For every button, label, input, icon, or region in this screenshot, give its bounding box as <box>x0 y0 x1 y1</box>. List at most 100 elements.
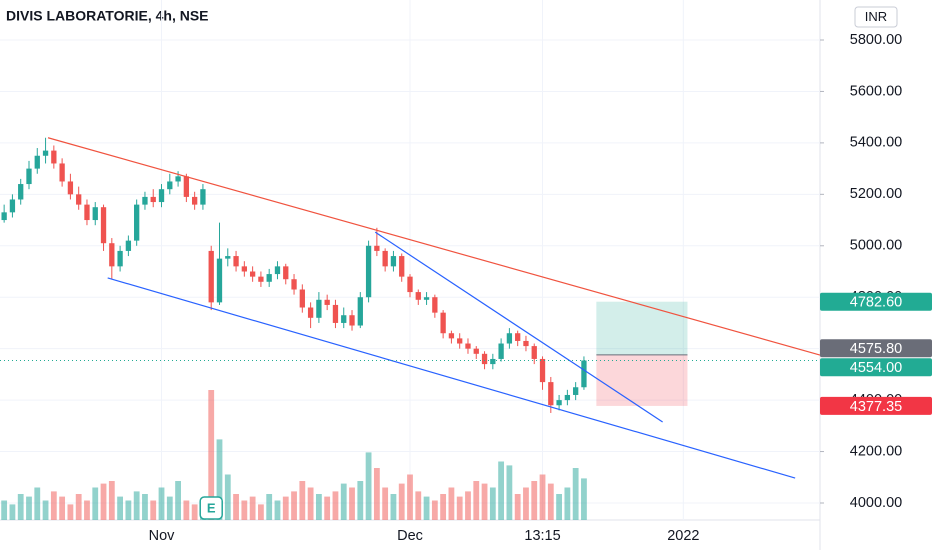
candle-body <box>92 207 98 221</box>
currency-label[interactable]: INR <box>865 9 887 24</box>
volume-bar <box>233 494 239 520</box>
chart-title: DIVIS LABORATORIE, 4h, NSE <box>6 8 209 24</box>
target-zone <box>596 301 688 355</box>
candle-body <box>191 196 198 205</box>
volume-bar <box>42 500 49 520</box>
volume-bar <box>382 487 389 520</box>
x-tick-label: Nov <box>149 528 176 544</box>
candle-body <box>175 176 181 182</box>
candle-body <box>581 360 587 388</box>
candle-body <box>390 256 397 267</box>
candle-body <box>573 387 579 395</box>
candle-body <box>399 256 405 277</box>
volume-bar <box>241 500 248 520</box>
y-tick-label: 5000.00 <box>850 238 902 254</box>
volume-bar <box>117 496 123 520</box>
price-badge <box>820 396 932 415</box>
volume-bar <box>92 487 99 520</box>
volume-bar <box>357 481 364 520</box>
candle-body <box>382 250 388 267</box>
volume-bar <box>59 496 66 520</box>
candle-body <box>332 304 339 323</box>
candle-body <box>531 346 537 359</box>
volume-bar <box>365 452 372 520</box>
volume-bar <box>498 461 505 520</box>
candle-body <box>448 333 455 339</box>
price-badge <box>820 292 932 311</box>
candle-body <box>564 394 571 401</box>
trendline <box>107 277 796 479</box>
volume-bar <box>423 496 430 520</box>
y-tick-label: 5600.00 <box>850 83 902 99</box>
x-tick-label: Dec <box>397 528 423 544</box>
volume-bar <box>191 504 198 520</box>
candle-body <box>117 250 123 267</box>
candle-body <box>291 279 297 290</box>
candle-body <box>42 150 49 156</box>
volume-bar <box>108 481 115 520</box>
volume-bar <box>539 474 546 520</box>
candle-body <box>51 150 57 164</box>
y-tick-label: 5800.00 <box>850 32 902 48</box>
volume-bar <box>448 487 455 520</box>
candle-body <box>515 333 521 341</box>
candle-body <box>225 256 231 259</box>
candle-body <box>158 189 165 203</box>
candle-body <box>274 266 281 275</box>
volume-bar <box>572 468 579 520</box>
candle-body <box>432 297 438 313</box>
x-tick-label: 13:15 <box>524 528 560 544</box>
candle-body <box>200 189 206 205</box>
candle-body <box>26 168 32 185</box>
volume-bar <box>158 487 165 520</box>
volume-bar <box>142 494 148 520</box>
volume-bar <box>324 496 331 520</box>
price-badge <box>820 339 932 358</box>
volume-bar <box>84 500 90 520</box>
volume-bar <box>398 483 405 520</box>
volume-bar <box>431 500 438 520</box>
volume-bar <box>9 504 16 520</box>
price-badge-label: 4782.60 <box>850 295 902 311</box>
volume-bar <box>506 465 513 520</box>
volume-bar <box>465 491 471 520</box>
currency-button[interactable] <box>854 6 898 28</box>
volume-bar <box>299 481 306 520</box>
candle-body <box>34 155 40 169</box>
volume-bar <box>514 494 521 520</box>
volume-bar <box>274 500 281 520</box>
candle-body <box>473 348 479 354</box>
candle-body <box>59 163 65 182</box>
volume-bar <box>332 491 339 520</box>
volume-bar <box>440 494 447 520</box>
volume-bar <box>216 439 223 520</box>
volume-bar <box>67 504 74 520</box>
volume-bar <box>556 494 562 520</box>
candle-body <box>208 250 214 303</box>
volume-bar <box>349 487 355 520</box>
candle-body <box>109 243 115 267</box>
volume-bar <box>307 487 314 520</box>
volume-bar <box>489 487 496 520</box>
candle-body <box>457 338 463 344</box>
volume-bar <box>547 483 554 520</box>
volume-bar <box>183 500 190 520</box>
volume-bar <box>315 494 322 520</box>
candle-body <box>556 400 562 406</box>
volume-bar <box>150 500 157 520</box>
price-badge <box>820 358 932 377</box>
volume-bar <box>34 487 41 520</box>
candle-body <box>241 266 247 272</box>
candle-body <box>523 340 529 347</box>
volume-bar <box>166 496 173 520</box>
volume-bar <box>407 474 413 520</box>
candle-body <box>481 353 488 365</box>
candle-body <box>1 212 7 221</box>
volume-bar <box>291 491 297 520</box>
x-tick-label: 2022 <box>667 528 699 544</box>
volume-bar <box>17 494 24 520</box>
price-badge-label: 4575.80 <box>850 341 902 357</box>
volume-bar <box>581 478 587 520</box>
